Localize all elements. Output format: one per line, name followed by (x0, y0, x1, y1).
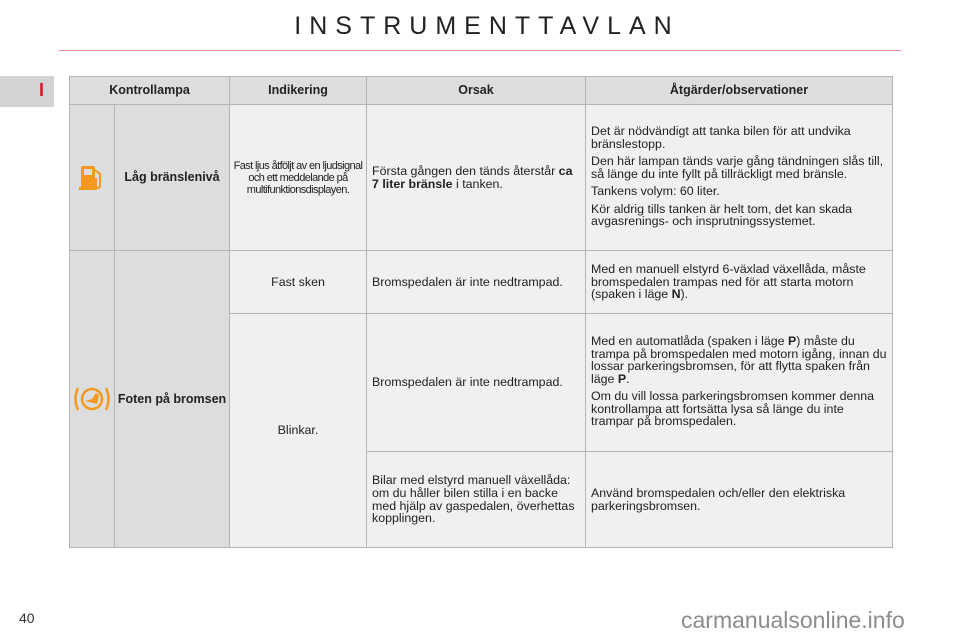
lamp-name: Foten på bromsen (114, 250, 230, 548)
header-kontrollampa: Kontrollampa (69, 76, 230, 105)
title-divider (59, 50, 901, 51)
header-indikering: Indikering (229, 76, 367, 105)
lamp-name: Låg bränslenivå (114, 104, 230, 251)
actions-text: Använd bromspedalen och/eller den elektr… (585, 451, 893, 548)
header-atgarder: Åtgärder/observationer (585, 76, 893, 105)
warning-lamp-table: Kontrollampa Indikering Orsak Åtgärder/o… (69, 76, 893, 548)
page-title: INSTRUMENTTAVLAN (294, 12, 680, 40)
table-row: Låg bränslenivå Fast ljus åtföljt av en … (69, 104, 893, 251)
section-tab: I (0, 76, 54, 107)
page-number: 40 (19, 610, 35, 626)
indication-text: Blinkar. (229, 313, 367, 548)
table-row: Blinkar. Bromspedalen är inte nedtrampad… (70, 313, 893, 548)
fuel-pump-icon (79, 165, 101, 190)
lamp-icon-cell (69, 104, 115, 251)
lamp-icon-cell (69, 250, 115, 548)
cause-text: Första gången den tänds återstår ca 7 li… (366, 104, 586, 251)
table-row: Foten på bromsen Fast sken Bromspedalen … (69, 250, 893, 548)
actions-text: Med en automatlåda (spaken i läge P) mås… (585, 313, 893, 452)
actions-text: Med en manuell elstyrd 6-växlad växellåd… (585, 250, 893, 314)
watermark: carmanualsonline.info (681, 607, 905, 633)
table-header-row: Kontrollampa Indikering Orsak Åtgärder/o… (69, 76, 893, 105)
cause-text: Bilar med elstyrd manuell växellåda: om … (366, 451, 586, 548)
cause-text: Bromspedalen är inte nedtrampad. (366, 250, 586, 314)
header-orsak: Orsak (366, 76, 586, 105)
foot-on-brake-icon (74, 387, 110, 411)
indication-text: Fast ljus åtföljt av en ljudsignal och e… (229, 104, 367, 251)
section-tab-label: I (38, 80, 44, 100)
indication-text: Fast sken (229, 250, 367, 314)
cause-text: Bromspedalen är inte nedtrampad. (366, 313, 586, 452)
table-row: Bilar med elstyrd manuell växellåda: om … (70, 451, 893, 548)
actions-text: Det är nödvändigt att tanka bilen för at… (585, 104, 893, 251)
